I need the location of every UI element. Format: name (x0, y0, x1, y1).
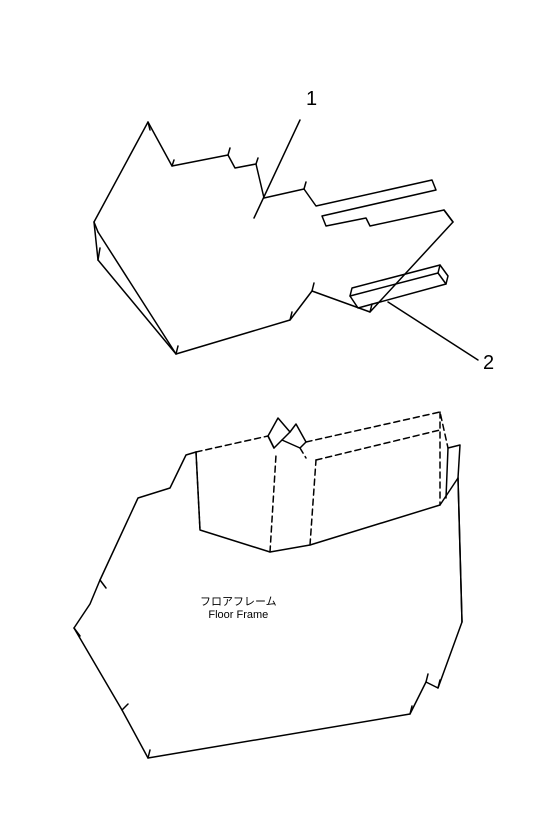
upper-edge-2 (98, 232, 176, 354)
callout-line-1 (254, 120, 300, 218)
hbox-5 (310, 460, 316, 545)
diagram-svg (0, 0, 547, 826)
upper-top-1 (148, 122, 150, 130)
upper-edge-8 (444, 210, 453, 222)
ff-edge-3 (122, 704, 128, 710)
footrest-outline (350, 273, 446, 308)
floor-frame-group (74, 412, 462, 758)
notch-edge-2 (282, 432, 290, 440)
upper-notch-3 (304, 182, 306, 189)
floor-frame-label-jp: フロアフレーム (200, 596, 277, 609)
upper-part-group (94, 122, 453, 354)
ff-edge-8 (458, 478, 462, 622)
callout-label-2: 2 (483, 352, 494, 375)
hbox-2 (306, 412, 448, 448)
notch-edge-1 (268, 436, 274, 448)
upper-notch-1 (228, 148, 230, 155)
floor-frame-label: フロアフレーム Floor Frame (200, 596, 277, 622)
footrest-top (350, 265, 440, 296)
floor-frame-notch (268, 418, 306, 448)
hbox-6 (270, 455, 276, 552)
ff-edge-7 (438, 680, 440, 688)
ff-edge-6 (426, 674, 428, 682)
ff-edge-2 (74, 628, 80, 636)
upper-part-outline (94, 122, 453, 354)
ff-edge-1 (100, 580, 106, 588)
callout-label-1: 1 (306, 88, 317, 111)
upper-notch-2 (256, 158, 258, 164)
notch-connect (300, 448, 306, 458)
floor-frame-hidden-box (196, 412, 448, 552)
ff-edge-4 (148, 750, 150, 758)
floor-frame-label-en: Floor Frame (200, 609, 277, 622)
technical-diagram: 1 2 フロアフレーム Floor Frame (0, 0, 547, 826)
ff-edge-5 (410, 706, 412, 714)
upper-edge-6 (312, 283, 314, 291)
footrest-group (350, 265, 448, 308)
hbox-1 (196, 436, 268, 452)
hbox-7 (316, 430, 440, 460)
upper-edge-3 (98, 248, 100, 260)
callout-line-2 (388, 302, 478, 360)
